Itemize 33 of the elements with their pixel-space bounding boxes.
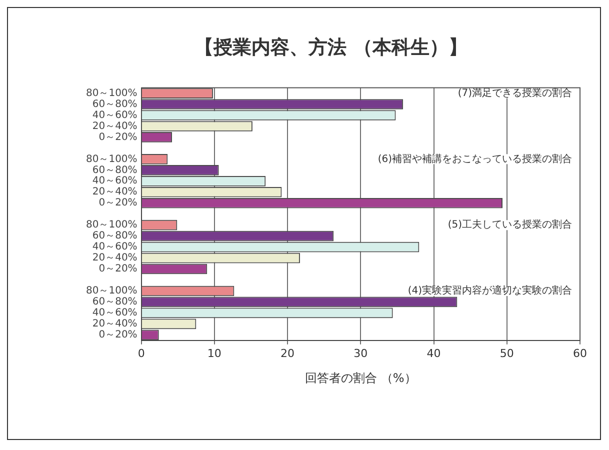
x-axis-title: 回答者の割合 （%） [305, 370, 416, 385]
y-tick-label: 0～20% [98, 330, 138, 340]
annotation: (7)満足できる授業の割合 [458, 86, 572, 99]
x-tick-label: 30 [354, 346, 368, 360]
chart-title: 【授業内容、方法 （本科生）】 [194, 36, 468, 58]
y-tick-label: 20～40% [92, 186, 138, 198]
x-tick-label: 0 [138, 346, 145, 360]
x-tick-label: 10 [207, 346, 222, 360]
x-tick-label: 50 [500, 346, 514, 360]
annotation: (6)補習や補講をおこなっている授業の割合 [378, 152, 572, 165]
y-tick-label: 60～80% [92, 230, 138, 242]
y-tick-label: 40～60% [92, 176, 138, 187]
y-tick-label: 0～20% [98, 132, 138, 143]
y-tick-label: 60～80% [92, 296, 138, 308]
annotation: (5)工夫している授業の割合 [448, 218, 572, 231]
y-tick-label: 20～40% [92, 120, 138, 132]
y-tick-label: 80～100% [86, 286, 138, 297]
y-tick-label: 80～100% [86, 220, 138, 231]
y-tick-label: 60～80% [92, 98, 138, 110]
x-tick-label: 60 [573, 346, 587, 360]
y-tick-label: 60～80% [92, 164, 138, 176]
annotation: (4)実験実習内容が適切な実験の割合 [408, 284, 572, 297]
y-tick-label: 40～60% [92, 308, 138, 319]
y-tick-label: 80～100% [86, 154, 138, 165]
y-tick-label: 80～100% [86, 88, 138, 99]
y-tick-label: 40～60% [92, 110, 138, 121]
x-tick-label: 40 [426, 346, 441, 360]
y-tick-label: 20～40% [92, 252, 138, 264]
y-tick-label: 0～20% [98, 198, 138, 209]
x-tick-label: 20 [280, 346, 295, 360]
y-tick-label: 20～40% [92, 318, 138, 330]
y-tick-label: 0～20% [98, 264, 138, 275]
y-tick-label: 40～60% [92, 242, 138, 253]
